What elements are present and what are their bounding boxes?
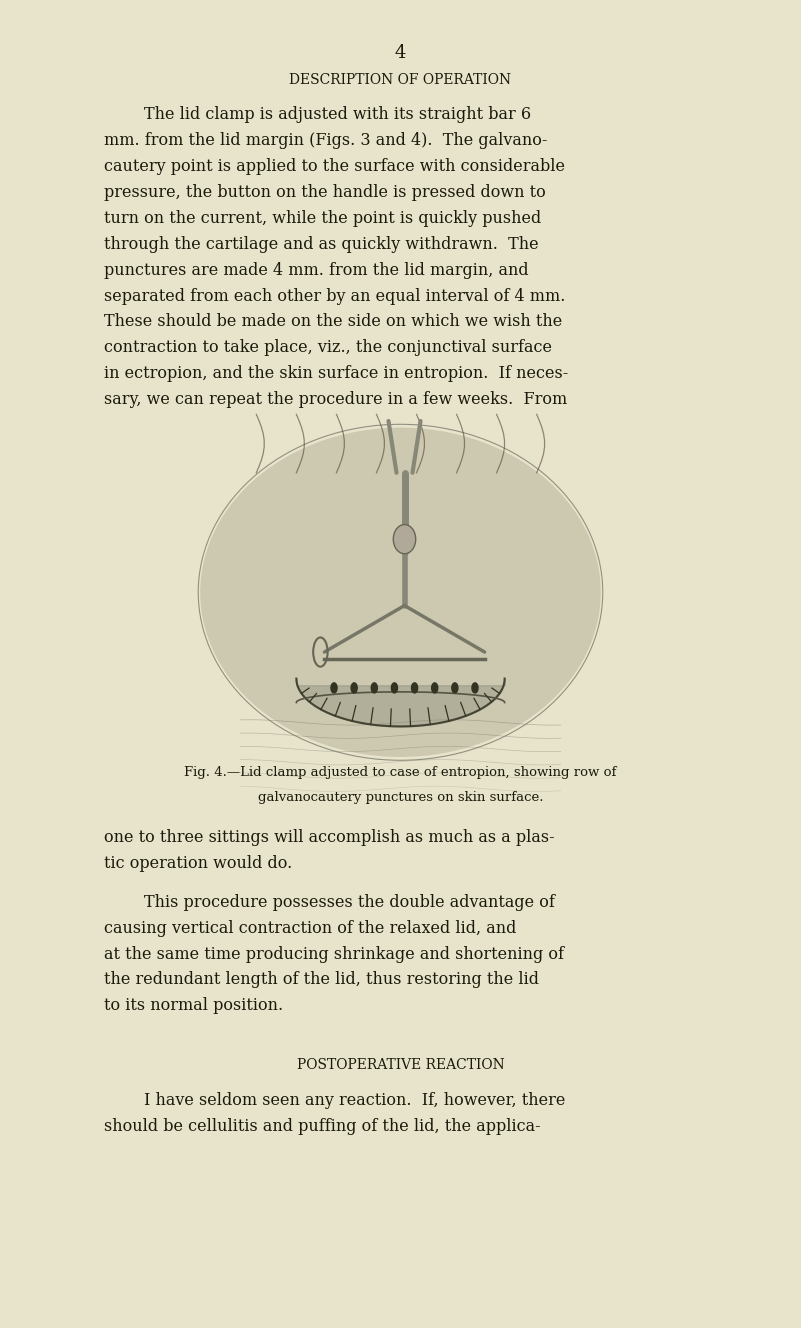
Text: sary, we can repeat the procedure in a few weeks.  From: sary, we can repeat the procedure in a f… bbox=[104, 390, 567, 408]
Circle shape bbox=[452, 683, 458, 693]
Text: in ectropion, and the skin surface in entropion.  If neces-: in ectropion, and the skin surface in en… bbox=[104, 365, 569, 382]
Circle shape bbox=[331, 683, 337, 693]
Circle shape bbox=[371, 683, 377, 693]
Text: Fig. 4.—Lid clamp adjusted to case of entropion, showing row of: Fig. 4.—Lid clamp adjusted to case of en… bbox=[184, 766, 617, 780]
Circle shape bbox=[392, 683, 397, 693]
Text: should be cellulitis and puffing of the lid, the applica-: should be cellulitis and puffing of the … bbox=[104, 1118, 541, 1135]
Ellipse shape bbox=[393, 525, 416, 554]
Text: These should be made on the side on which we wish the: These should be made on the side on whic… bbox=[104, 313, 562, 331]
Text: one to three sittings will accomplish as much as a plas-: one to three sittings will accomplish as… bbox=[104, 829, 555, 846]
Text: DESCRIPTION OF OPERATION: DESCRIPTION OF OPERATION bbox=[289, 73, 512, 88]
Text: punctures are made 4 mm. from the lid margin, and: punctures are made 4 mm. from the lid ma… bbox=[104, 262, 529, 279]
Text: pressure, the button on the handle is pressed down to: pressure, the button on the handle is pr… bbox=[104, 183, 545, 201]
Text: POSTOPERATIVE REACTION: POSTOPERATIVE REACTION bbox=[296, 1057, 505, 1072]
Text: at the same time producing shrinkage and shortening of: at the same time producing shrinkage and… bbox=[104, 946, 564, 963]
Text: galvanocautery punctures on skin surface.: galvanocautery punctures on skin surface… bbox=[258, 791, 543, 805]
Text: 4: 4 bbox=[395, 44, 406, 62]
Text: mm. from the lid margin (Figs. 3 and 4).  The galvano-: mm. from the lid margin (Figs. 3 and 4).… bbox=[104, 131, 548, 149]
Circle shape bbox=[472, 683, 478, 693]
Text: tic operation would do.: tic operation would do. bbox=[104, 855, 292, 871]
Text: causing vertical contraction of the relaxed lid, and: causing vertical contraction of the rela… bbox=[104, 919, 517, 936]
Text: separated from each other by an equal interval of 4 mm.: separated from each other by an equal in… bbox=[104, 287, 566, 304]
Text: turn on the current, while the point is quickly pushed: turn on the current, while the point is … bbox=[104, 210, 541, 227]
Text: contraction to take place, viz., the conjunctival surface: contraction to take place, viz., the con… bbox=[104, 339, 552, 356]
Text: through the cartilage and as quickly withdrawn.  The: through the cartilage and as quickly wit… bbox=[104, 236, 539, 252]
Circle shape bbox=[432, 683, 438, 693]
Text: the redundant length of the lid, thus restoring the lid: the redundant length of the lid, thus re… bbox=[104, 971, 539, 988]
Text: I have seldom seen any reaction.  If, however, there: I have seldom seen any reaction. If, how… bbox=[144, 1092, 566, 1109]
Ellipse shape bbox=[200, 428, 601, 757]
Text: The lid clamp is adjusted with its straight bar 6: The lid clamp is adjusted with its strai… bbox=[144, 106, 531, 124]
Text: cautery point is applied to the surface with considerable: cautery point is applied to the surface … bbox=[104, 158, 566, 175]
Circle shape bbox=[412, 683, 417, 693]
Circle shape bbox=[351, 683, 357, 693]
Text: to its normal position.: to its normal position. bbox=[104, 997, 284, 1015]
Text: This procedure possesses the double advantage of: This procedure possesses the double adva… bbox=[144, 894, 555, 911]
